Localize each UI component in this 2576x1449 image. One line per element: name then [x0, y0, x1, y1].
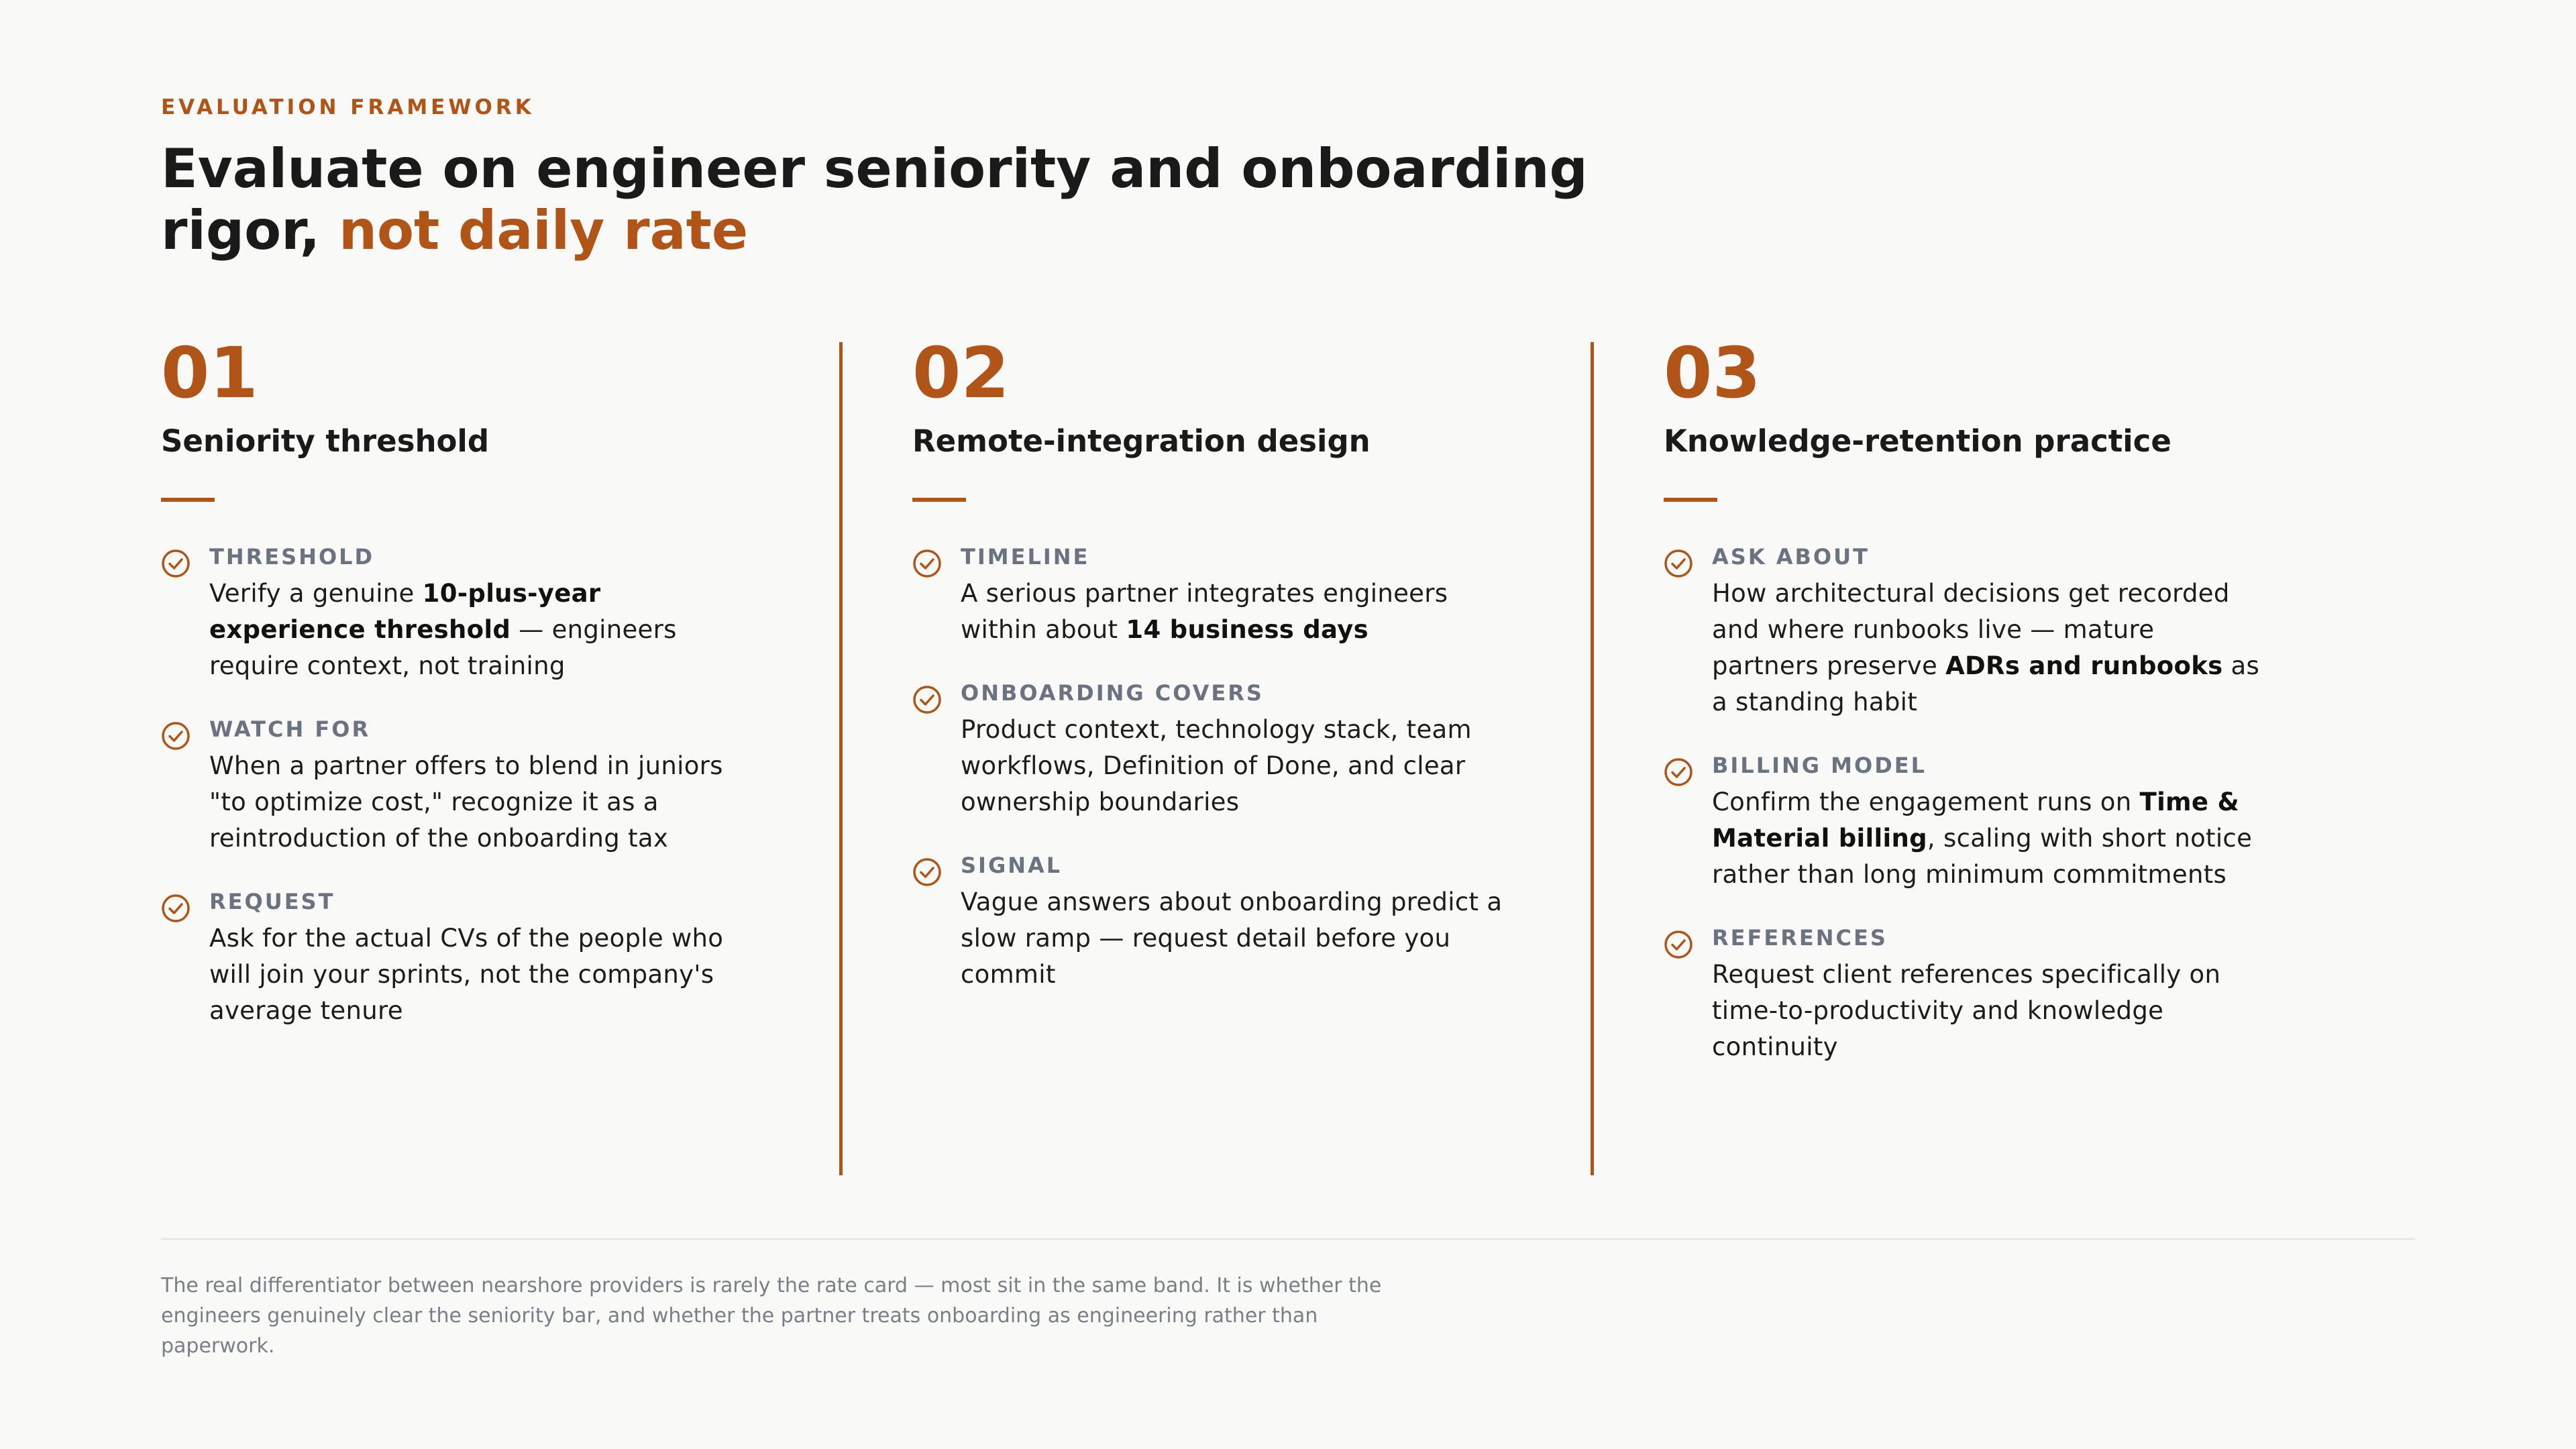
item-list: TIMELINE A serious partner integrates eng… [912, 543, 1516, 993]
item-label: WATCH FOR [209, 716, 371, 742]
check-circle-icon [162, 894, 190, 922]
item-text-part: Verify a genuine [209, 579, 423, 608]
check-circle-icon [162, 549, 190, 578]
item-list: ASK ABOUT How architectural decisions get… [1664, 543, 2267, 1065]
column-number: 01 [161, 332, 258, 414]
check-circle-icon [1664, 930, 1693, 959]
item-label: ASK ABOUT [1712, 544, 1870, 570]
column-divider [1591, 342, 1594, 1175]
item-label: REFERENCES [1712, 925, 1888, 951]
item-label: REQUEST [209, 889, 335, 914]
item-text-part: Ask for the actual CVs of the people who… [209, 924, 724, 1025]
check-circle-icon [1664, 549, 1693, 578]
list-item: THRESHOLD Verify a genuine 10-plus-year e… [161, 543, 765, 684]
check-circle-icon [162, 722, 190, 750]
item-text-emphasis: ADRs and runbooks [1945, 651, 2223, 680]
item-text: Verify a genuine 10-plus-year experience… [209, 576, 765, 684]
accent-rule [912, 498, 966, 502]
item-text-part: How architectural decisions get recorded… [1712, 579, 2230, 680]
check-circle-icon [913, 686, 941, 714]
item-text-part: Vague answers about onboarding predict a… [961, 888, 1503, 989]
column-2: 02 Remote-integration design TIMELINE A s… [912, 335, 1516, 1024]
item-text-part: Request client references specifically o… [1712, 960, 2221, 1061]
item-text: Ask for the actual CVs of the people who… [209, 920, 765, 1029]
item-text-part: , scaling with short notice rather than … [1712, 824, 2253, 889]
check-circle-icon [913, 549, 941, 578]
column-title: Seniority threshold [161, 423, 490, 459]
list-item: TIMELINE A serious partner integrates eng… [912, 543, 1516, 648]
list-item: SIGNAL Vague answers about onboarding pre… [912, 852, 1516, 993]
eyebrow-label: EVALUATION FRAMEWORK [161, 95, 535, 119]
list-item: WATCH FOR When a partner offers to blend … [161, 716, 765, 857]
item-label: ONBOARDING COVERS [961, 680, 1264, 706]
accent-rule [161, 498, 215, 502]
item-label: THRESHOLD [209, 544, 375, 570]
check-circle-icon [913, 858, 941, 886]
check-circle-icon [1664, 758, 1693, 786]
list-item: ONBOARDING COVERS Product context, techno… [912, 680, 1516, 820]
item-text-part: — engineers require context, not trainin… [209, 615, 677, 680]
item-label: BILLING MODEL [1712, 753, 1927, 778]
item-text: Product context, technology stack, team … [961, 712, 1516, 820]
footer-note: The real differentiator between nearshor… [161, 1274, 1382, 1358]
item-list: THRESHOLD Verify a genuine 10-plus-year e… [161, 543, 765, 1029]
item-text-emphasis: 10-plus-year experience threshold [209, 579, 601, 644]
column-3: 03 Knowledge-retention practice ASK ABOU… [1664, 335, 2267, 1097]
column-1: 01 Seniority threshold THRESHOLD Verify a… [161, 335, 765, 1061]
item-text-emphasis: Time & Material billing [1712, 788, 2240, 853]
item-text: A serious partner integrates engineers w… [961, 576, 1516, 648]
column-title: Remote-integration design [912, 423, 1371, 459]
item-text-part: as a standing habit [1712, 651, 2260, 716]
footer-divider [161, 1238, 2415, 1240]
column-divider [839, 342, 843, 1175]
item-text-emphasis: 14 business days [1126, 615, 1368, 644]
column-number: 03 [1664, 332, 1761, 414]
item-label: SIGNAL [961, 853, 1063, 878]
item-text: Vague answers about onboarding predict a… [961, 884, 1516, 993]
title-main: Evaluate on engineer seniority and onboa… [161, 138, 1588, 262]
item-text: When a partner offers to blend in junior… [209, 748, 765, 857]
item-text-part: A serious partner integrates engineers w… [961, 579, 1448, 644]
item-text-part: Confirm the engagement runs on [1712, 788, 2140, 816]
item-text-part: When a partner offers to blend in junior… [209, 751, 723, 853]
list-item: ASK ABOUT How architectural decisions get… [1664, 543, 2267, 720]
item-label: TIMELINE [961, 544, 1090, 570]
item-text: How architectural decisions get recorded… [1712, 576, 2267, 720]
list-item: BILLING MODEL Confirm the engagement runs… [1664, 752, 2267, 893]
accent-rule [1664, 498, 1717, 502]
column-title: Knowledge-retention practice [1664, 423, 2171, 459]
item-text: Request client references specifically o… [1712, 957, 2267, 1065]
list-item: REFERENCES Request client references spec… [1664, 924, 2267, 1065]
list-item: REQUEST Ask for the actual CVs of the peo… [161, 888, 765, 1029]
page-title: Evaluate on engineer seniority and onboa… [161, 138, 1704, 262]
item-text: Confirm the engagement runs on Time & Ma… [1712, 784, 2267, 893]
title-accent: not daily rate [339, 199, 749, 262]
column-number: 02 [912, 332, 1010, 414]
item-text-part: Product context, technology stack, team … [961, 715, 1472, 816]
